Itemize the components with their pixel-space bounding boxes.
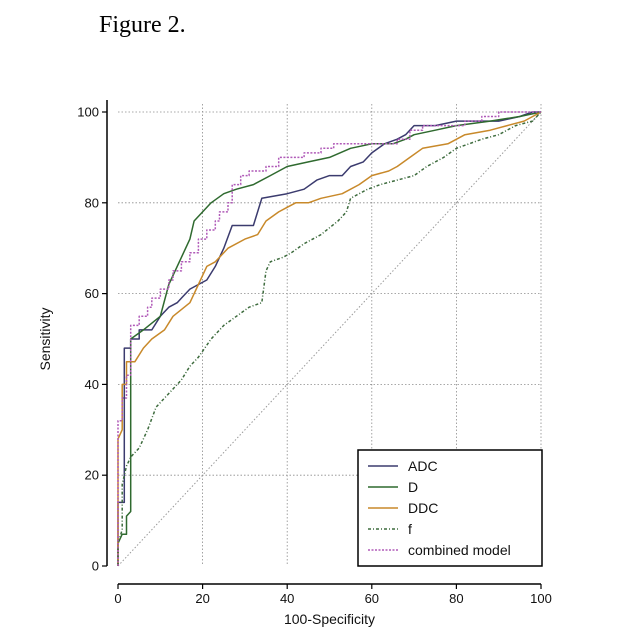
figure-title: Figure 2. [99,12,186,38]
y-axis-label: Sensitivity [37,307,53,370]
series-line-combined-model [117,111,541,566]
axis-ticks: 0 20 40 60 80 100 0 20 40 60 80 100 [77,105,552,607]
x-tick-label: 60 [365,591,379,606]
legend-label: f [408,521,412,537]
grid-lines [118,104,542,566]
series-line-ddc [117,111,542,566]
x-tick-label: 100 [530,591,552,606]
legend: ADC D DDC f combined model [357,449,543,567]
series-line-f [117,111,542,566]
y-tick-label: 80 [85,195,99,210]
series-line-adc [117,111,541,566]
x-tick-label: 80 [449,591,463,606]
x-axis-label: 100-Specificity [284,611,375,627]
legend-label: DDC [408,500,438,516]
y-tick-label: 20 [85,468,99,483]
y-tick-label: 100 [77,105,99,120]
y-tick-label: 40 [85,377,99,392]
legend-label: ADC [408,458,438,474]
series-group [117,111,542,566]
x-tick-label: 0 [114,591,121,606]
y-tick-label: 0 [92,559,99,574]
legend-label: D [408,479,418,495]
y-tick-label: 60 [85,286,99,301]
x-tick-label: 20 [195,591,209,606]
x-tick-label: 40 [280,591,294,606]
series-line-d [117,111,542,566]
legend-label: combined model [408,542,511,558]
